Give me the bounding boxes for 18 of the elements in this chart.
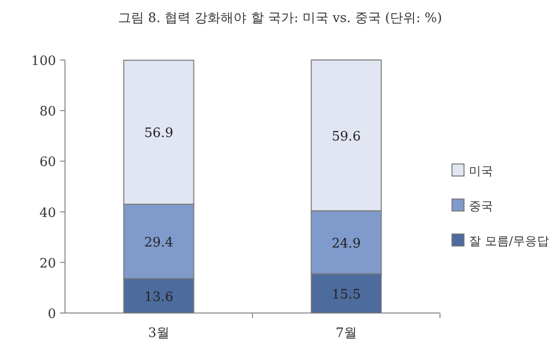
y-tick-label: 40: [39, 206, 56, 221]
x-tick-label: 3월: [148, 326, 170, 341]
data-label: 15.5: [332, 287, 361, 302]
data-label: 24.9: [332, 236, 361, 252]
data-label: 29.4: [144, 235, 174, 250]
data-label: 13.6: [144, 290, 174, 305]
legend-label: 중국: [469, 199, 493, 213]
y-tick-label: 20: [39, 256, 56, 272]
x-tick-label: 7월: [336, 326, 357, 341]
y-tick-label: 60: [39, 155, 56, 170]
data-label: 56.9: [144, 126, 174, 142]
chart-title: 그림 8. 협력 강화해야 할 국가: 미국 vs. 중국 (단위: %): [118, 11, 442, 26]
data-label: 59.6: [332, 129, 361, 144]
y-tick-label: 0: [48, 307, 56, 322]
legend-label: 잘 모름/무응답: [469, 234, 549, 248]
y-tick-label: 80: [39, 104, 56, 120]
legend-label: 미국: [469, 164, 493, 178]
y-tick-label: 100: [31, 54, 56, 69]
